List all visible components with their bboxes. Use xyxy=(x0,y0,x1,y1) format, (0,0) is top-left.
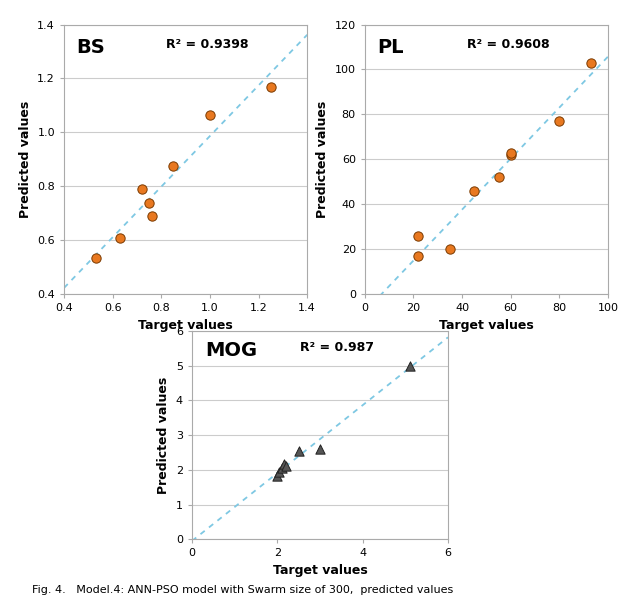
Point xyxy=(315,444,325,454)
Y-axis label: Predicted values: Predicted values xyxy=(157,376,170,494)
Point xyxy=(294,446,304,456)
Point xyxy=(413,251,424,261)
Text: R² = 0.9608: R² = 0.9608 xyxy=(467,38,550,51)
Point xyxy=(586,58,596,67)
Point xyxy=(469,186,479,196)
Point xyxy=(272,471,282,481)
Point xyxy=(205,110,215,120)
Point xyxy=(404,361,415,371)
Point xyxy=(90,253,100,263)
Text: MOG: MOG xyxy=(205,341,257,360)
Point xyxy=(266,82,276,91)
Point xyxy=(275,467,285,477)
Point xyxy=(168,161,179,171)
Text: Fig. 4.   Model.4: ANN-PSO model with Swarm size of 300,  predicted values: Fig. 4. Model.4: ANN-PSO model with Swar… xyxy=(32,585,453,595)
Text: R² = 0.9398: R² = 0.9398 xyxy=(166,38,249,51)
Point xyxy=(278,459,289,468)
Point xyxy=(506,148,516,158)
Y-axis label: Predicted values: Predicted values xyxy=(19,101,31,218)
Text: BS: BS xyxy=(76,38,105,57)
X-axis label: Target values: Target values xyxy=(138,319,233,332)
Point xyxy=(493,172,504,182)
X-axis label: Target values: Target values xyxy=(439,319,534,332)
Point xyxy=(506,150,516,160)
Text: R² = 0.987: R² = 0.987 xyxy=(300,341,374,354)
Point xyxy=(554,116,564,126)
X-axis label: Target values: Target values xyxy=(273,564,367,577)
Point xyxy=(144,197,154,207)
Point xyxy=(115,233,125,243)
Y-axis label: Predicted values: Predicted values xyxy=(316,101,329,218)
Point xyxy=(137,184,147,194)
Point xyxy=(276,463,287,473)
Point xyxy=(281,461,291,471)
Text: PL: PL xyxy=(377,38,403,57)
Point xyxy=(445,245,455,254)
Point xyxy=(413,231,424,241)
Point xyxy=(147,211,157,221)
